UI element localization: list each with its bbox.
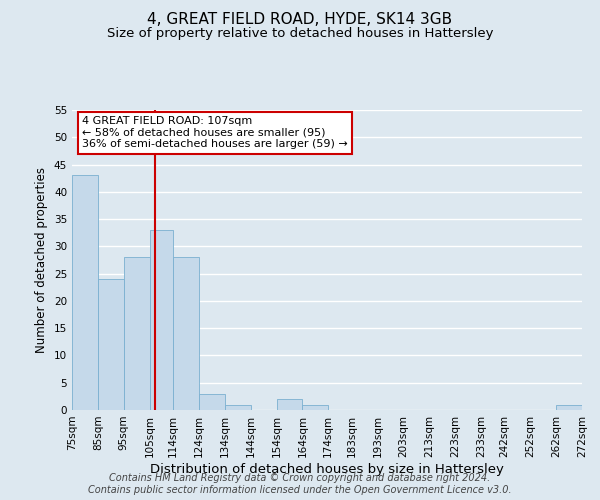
Y-axis label: Number of detached properties: Number of detached properties [35,167,49,353]
Bar [98,279,124,410]
Text: Size of property relative to detached houses in Hattersley: Size of property relative to detached ho… [107,28,493,40]
Text: 4, GREAT FIELD ROAD, HYDE, SK14 3GB: 4, GREAT FIELD ROAD, HYDE, SK14 3GB [148,12,452,28]
Bar [277,399,302,410]
Bar [173,258,199,410]
Bar [149,230,173,410]
Bar [302,404,328,410]
Bar [225,404,251,410]
X-axis label: Distribution of detached houses by size in Hattersley: Distribution of detached houses by size … [150,462,504,475]
Bar [72,176,98,410]
Bar [124,258,149,410]
Text: 4 GREAT FIELD ROAD: 107sqm
← 58% of detached houses are smaller (95)
36% of semi: 4 GREAT FIELD ROAD: 107sqm ← 58% of deta… [82,116,348,149]
Bar [199,394,225,410]
Text: Contains HM Land Registry data © Crown copyright and database right 2024.
Contai: Contains HM Land Registry data © Crown c… [88,474,512,495]
Bar [556,404,582,410]
